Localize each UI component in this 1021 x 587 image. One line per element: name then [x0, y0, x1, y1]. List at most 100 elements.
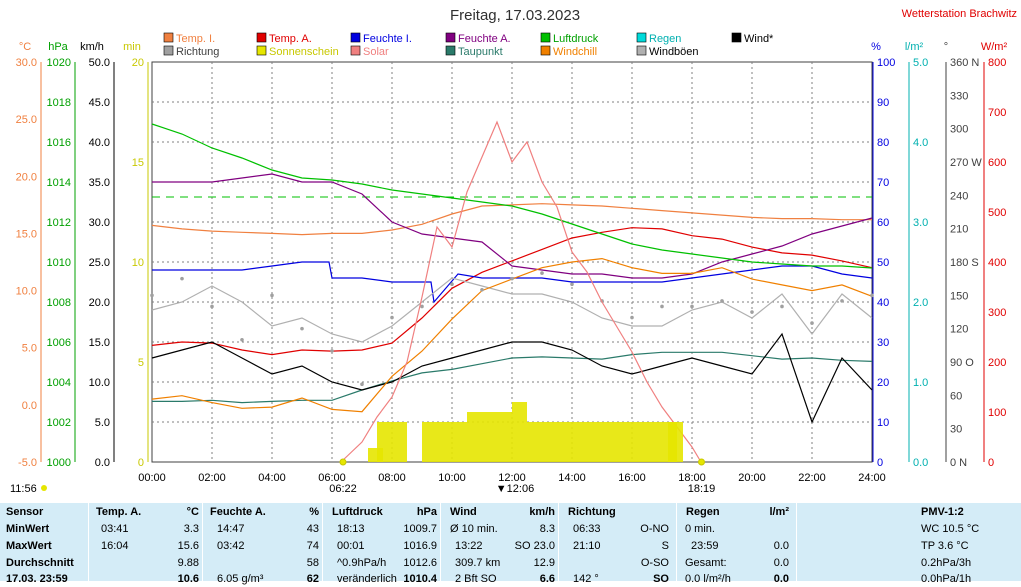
y-tick-label: 60 — [950, 390, 962, 402]
direction-point — [840, 299, 844, 303]
stats-cell: 142 ° — [573, 573, 599, 585]
y-tick-label: 3.0 — [913, 217, 928, 229]
stats-row-label: Durchschnitt — [6, 557, 74, 569]
sun-icon — [41, 485, 47, 491]
stats-cell: 12.9 — [533, 557, 555, 569]
direction-point — [300, 326, 304, 331]
stats-header-pmv: PMV-1:2 — [921, 506, 964, 518]
sunrise-time: 06:22 — [329, 483, 357, 495]
x-tick-label: 10:00 — [438, 472, 466, 484]
sunshine-bar — [392, 422, 407, 462]
y-tick-label: 300 — [988, 307, 1006, 319]
stats-row-label: 17.03. 23:59 — [6, 573, 68, 585]
y-tick-label: 20 — [132, 57, 144, 69]
stats-cell: 13:22 — [455, 540, 483, 552]
stats-cell: 0.0hPa/1h — [921, 573, 972, 585]
legend-swatch — [256, 45, 267, 56]
sunshine-bar — [437, 422, 452, 462]
stats-cell: TP 3.6 °C — [921, 540, 969, 552]
y-tick-label: 15.0 — [89, 337, 110, 349]
stats-cell: 16:04 — [101, 540, 129, 552]
sun-marker-icon — [698, 458, 705, 466]
y-tick-label: 15 — [132, 157, 144, 169]
y-tick-label: 0.0 — [95, 457, 110, 469]
stats-col-pmv: PMV-1:2 WC 10.5 °C TP 3.6 °C 0.2hPa/3h 0… — [796, 503, 1021, 585]
stats-cell: 10.6 — [177, 573, 199, 585]
sunshine-bar — [602, 422, 617, 462]
y-tick-label: 20 — [877, 377, 889, 389]
y-tick-label: 150 — [950, 290, 968, 302]
y-axis-unit: min — [123, 41, 141, 53]
y-tick-label: 10.0 — [16, 286, 37, 298]
y-tick-label: 80 — [877, 137, 889, 149]
y-tick-label: 500 — [988, 207, 1006, 219]
y-tick-label: 30 — [877, 337, 889, 349]
direction-point — [240, 337, 244, 342]
stats-col-sensor: Sensor MinWert MaxWert Durchschnitt 17.0… — [0, 503, 88, 585]
y-tick-label: 300 — [950, 124, 968, 136]
weather-chart: Temp. I. Temp. A. Feuchte I. Feuchte A. Luft… — [10, 7, 1017, 495]
stats-cell: 0 min. — [685, 523, 715, 535]
station-name: Wetterstation Brachwitz — [902, 8, 1017, 20]
sunshine-bar — [422, 422, 437, 462]
stats-cell: 1012.6 — [403, 557, 437, 569]
y-tick-label: 600 — [988, 157, 1006, 169]
legend-swatch — [163, 32, 174, 43]
legend-label: Feuchte I. — [363, 33, 412, 45]
y-axis-unit: W/m² — [981, 41, 1008, 53]
y-tick-label: 5.0 — [913, 57, 928, 69]
y-tick-label: 0 N — [950, 457, 967, 469]
legend: Temp. I. Temp. A. Feuchte I. Feuchte A. Luft… — [163, 32, 774, 58]
direction-point — [390, 315, 394, 320]
x-tick-label: 16:00 — [618, 472, 646, 484]
y-axis-unit: l/m² — [905, 41, 924, 53]
stats-cell: 8.3 — [539, 523, 555, 535]
stats-header-rain: Regen — [686, 506, 720, 518]
legend-label: Taupunkt — [458, 46, 503, 58]
y-tick-label: 100 — [877, 57, 895, 69]
x-tick-label: 14:00 — [558, 472, 586, 484]
x-tick-label: 00:00 — [138, 472, 166, 484]
stats-cell: 23:59 — [691, 540, 719, 552]
stats-header-press: Luftdruck — [332, 506, 383, 518]
sunshine-bar — [452, 422, 467, 462]
sunshine-bar — [617, 422, 632, 462]
legend-swatch — [445, 45, 456, 56]
sunshine-bar — [557, 422, 572, 462]
y-tick-label: 0 — [988, 457, 994, 469]
direction-point — [810, 321, 814, 325]
y-tick-label: 0 — [138, 457, 144, 469]
stats-header-hum-unit: % — [309, 506, 319, 518]
y-tick-label: 210 — [950, 224, 968, 236]
series-line — [340, 120, 702, 463]
sunshine-bar — [527, 422, 542, 462]
legend-label: Temp. A. — [269, 33, 312, 45]
stats-col-rain: Regen l/m² 0 min. 23:59 0.0 Gesamt: 0.0 0.0… — [676, 503, 797, 585]
legend-label: Windböen — [649, 46, 699, 58]
y-tick-label: 10.0 — [89, 377, 110, 389]
stats-cell: 0.0 — [773, 557, 789, 569]
y-tick-label: 1010 — [47, 257, 71, 269]
stats-header-rain-unit: l/m² — [769, 506, 789, 518]
x-tick-label: 04:00 — [258, 472, 286, 484]
y-axis-unit: ° — [944, 41, 948, 53]
stats-cell: 74 — [306, 540, 319, 552]
y-tick-label: 70 — [877, 177, 889, 189]
direction-point — [510, 276, 514, 281]
direction-point — [180, 276, 184, 281]
stats-cell: O-SO — [640, 557, 669, 569]
series-line — [151, 203, 872, 236]
stats-cell: 15.6 — [177, 540, 199, 552]
legend-swatch — [540, 45, 551, 56]
y-tick-label: 0.0 — [913, 457, 928, 469]
stats-cell: 0.2hPa/3h — [921, 557, 972, 569]
legend-swatch — [350, 45, 361, 56]
stats-cell: SO — [653, 573, 669, 585]
direction-point — [660, 304, 664, 309]
stats-cell: 0.0 — [773, 540, 789, 552]
y-tick-label: 360 N — [950, 57, 979, 69]
sunshine-bar — [512, 402, 527, 462]
sunshine-bar — [467, 412, 482, 462]
y-axis-unit: hPa — [48, 41, 68, 53]
axes: 00:00 02:00 04:00 06:00 08:00 10:00 12:00 14:00… — [16, 41, 1008, 484]
